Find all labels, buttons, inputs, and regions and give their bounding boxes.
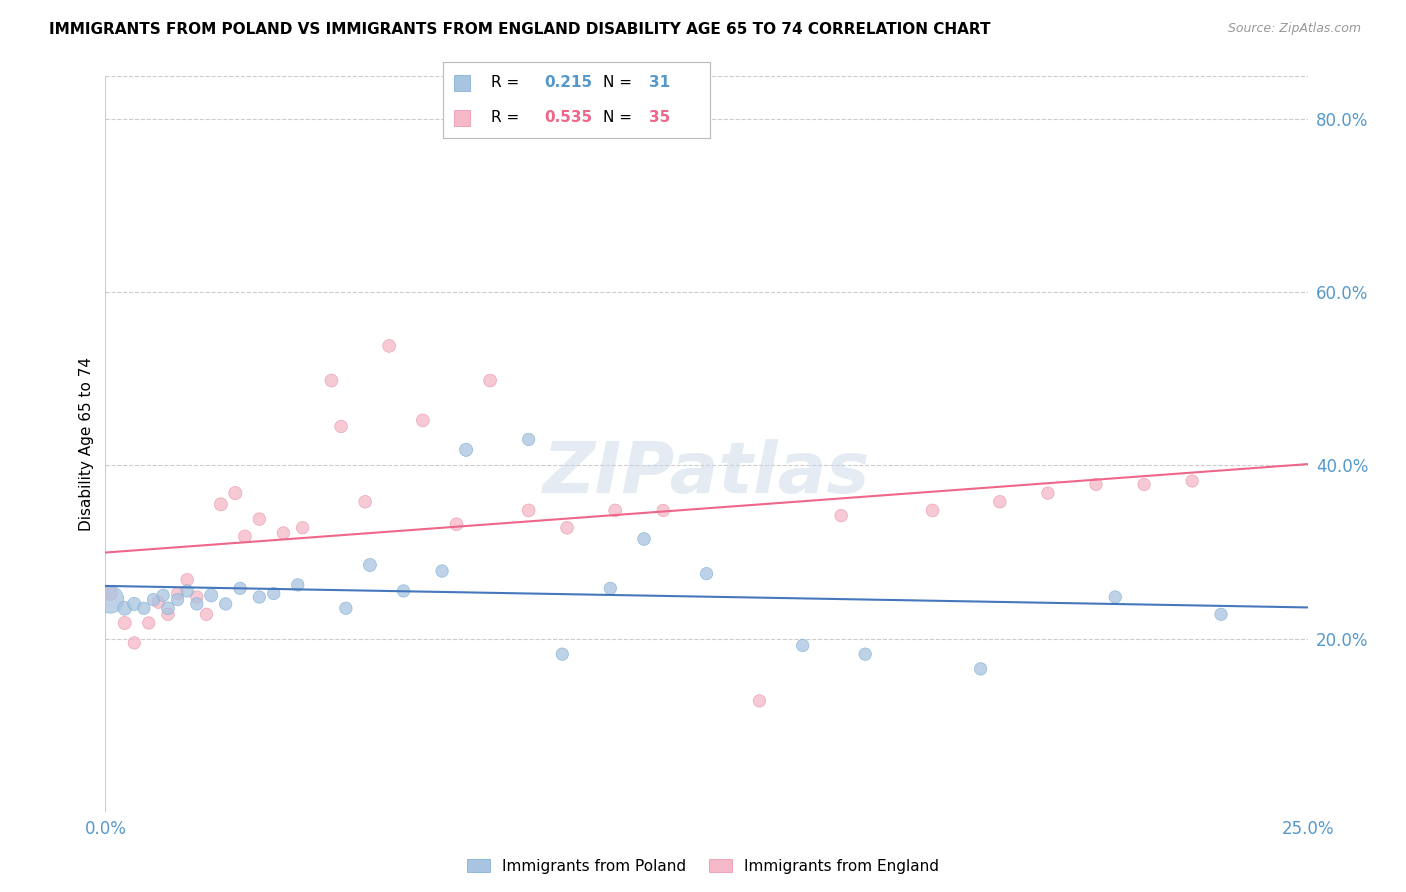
Point xyxy=(551,647,574,661)
Point xyxy=(195,607,218,622)
Point xyxy=(792,639,814,653)
Y-axis label: Disability Age 65 to 74: Disability Age 65 to 74 xyxy=(79,357,94,531)
Point xyxy=(555,521,578,535)
Point xyxy=(599,582,621,596)
Point xyxy=(335,601,357,615)
Text: ZIPatlas: ZIPatlas xyxy=(543,439,870,508)
Text: R =: R = xyxy=(491,76,524,90)
Point xyxy=(321,374,343,388)
Point xyxy=(605,503,627,517)
Point xyxy=(853,647,876,661)
Point xyxy=(224,486,246,500)
Point xyxy=(450,76,472,90)
Point xyxy=(209,497,232,511)
Point xyxy=(359,558,381,572)
Point xyxy=(214,597,236,611)
Point xyxy=(176,583,198,598)
Text: 35: 35 xyxy=(648,111,669,125)
Point xyxy=(176,573,198,587)
Text: Source: ZipAtlas.com: Source: ZipAtlas.com xyxy=(1227,22,1361,36)
Point xyxy=(446,517,468,532)
Point xyxy=(138,615,160,630)
Text: IMMIGRANTS FROM POLAND VS IMMIGRANTS FROM ENGLAND DISABILITY AGE 65 TO 74 CORREL: IMMIGRANTS FROM POLAND VS IMMIGRANTS FRO… xyxy=(49,22,991,37)
Point xyxy=(633,532,655,546)
Point xyxy=(291,521,314,535)
Point xyxy=(124,636,146,650)
Point xyxy=(229,582,252,596)
Point xyxy=(378,339,401,353)
Point xyxy=(330,419,353,434)
Point xyxy=(233,529,256,543)
Point xyxy=(1085,477,1108,491)
Point xyxy=(263,586,285,600)
Point xyxy=(969,662,991,676)
Point xyxy=(114,615,136,630)
Point xyxy=(1181,474,1204,488)
Point xyxy=(98,586,121,600)
Point xyxy=(273,525,295,540)
Point xyxy=(450,111,472,125)
Point xyxy=(166,592,188,607)
Point xyxy=(287,578,309,592)
Point xyxy=(166,586,188,600)
Point xyxy=(988,495,1011,509)
Point xyxy=(517,503,540,517)
Point xyxy=(132,601,155,615)
Point xyxy=(830,508,852,523)
Legend: Immigrants from Poland, Immigrants from England: Immigrants from Poland, Immigrants from … xyxy=(461,853,945,880)
Point xyxy=(392,583,415,598)
Point xyxy=(479,374,502,388)
Point xyxy=(247,512,270,526)
Text: 31: 31 xyxy=(648,76,669,90)
Point xyxy=(247,590,270,604)
Point xyxy=(114,601,136,615)
Point xyxy=(921,503,943,517)
Point xyxy=(430,564,453,578)
Point xyxy=(696,566,718,581)
Text: N =: N = xyxy=(603,76,637,90)
Point xyxy=(454,442,477,457)
Point xyxy=(412,413,434,427)
Point xyxy=(652,503,675,517)
Point xyxy=(748,694,770,708)
Point xyxy=(124,597,146,611)
Point xyxy=(354,495,377,509)
Point xyxy=(200,588,222,602)
Point xyxy=(98,592,121,607)
Point xyxy=(186,597,208,611)
Point xyxy=(517,433,540,447)
Text: R =: R = xyxy=(491,111,524,125)
Point xyxy=(148,595,170,609)
Point xyxy=(142,592,165,607)
Point xyxy=(156,601,179,615)
Point xyxy=(156,607,179,622)
Point xyxy=(152,588,174,602)
Point xyxy=(1036,486,1059,500)
Point xyxy=(1209,607,1232,622)
Point xyxy=(1104,590,1126,604)
Point xyxy=(186,590,208,604)
Text: 0.535: 0.535 xyxy=(544,111,592,125)
Text: 0.215: 0.215 xyxy=(544,76,592,90)
Point xyxy=(1133,477,1156,491)
Text: N =: N = xyxy=(603,111,637,125)
